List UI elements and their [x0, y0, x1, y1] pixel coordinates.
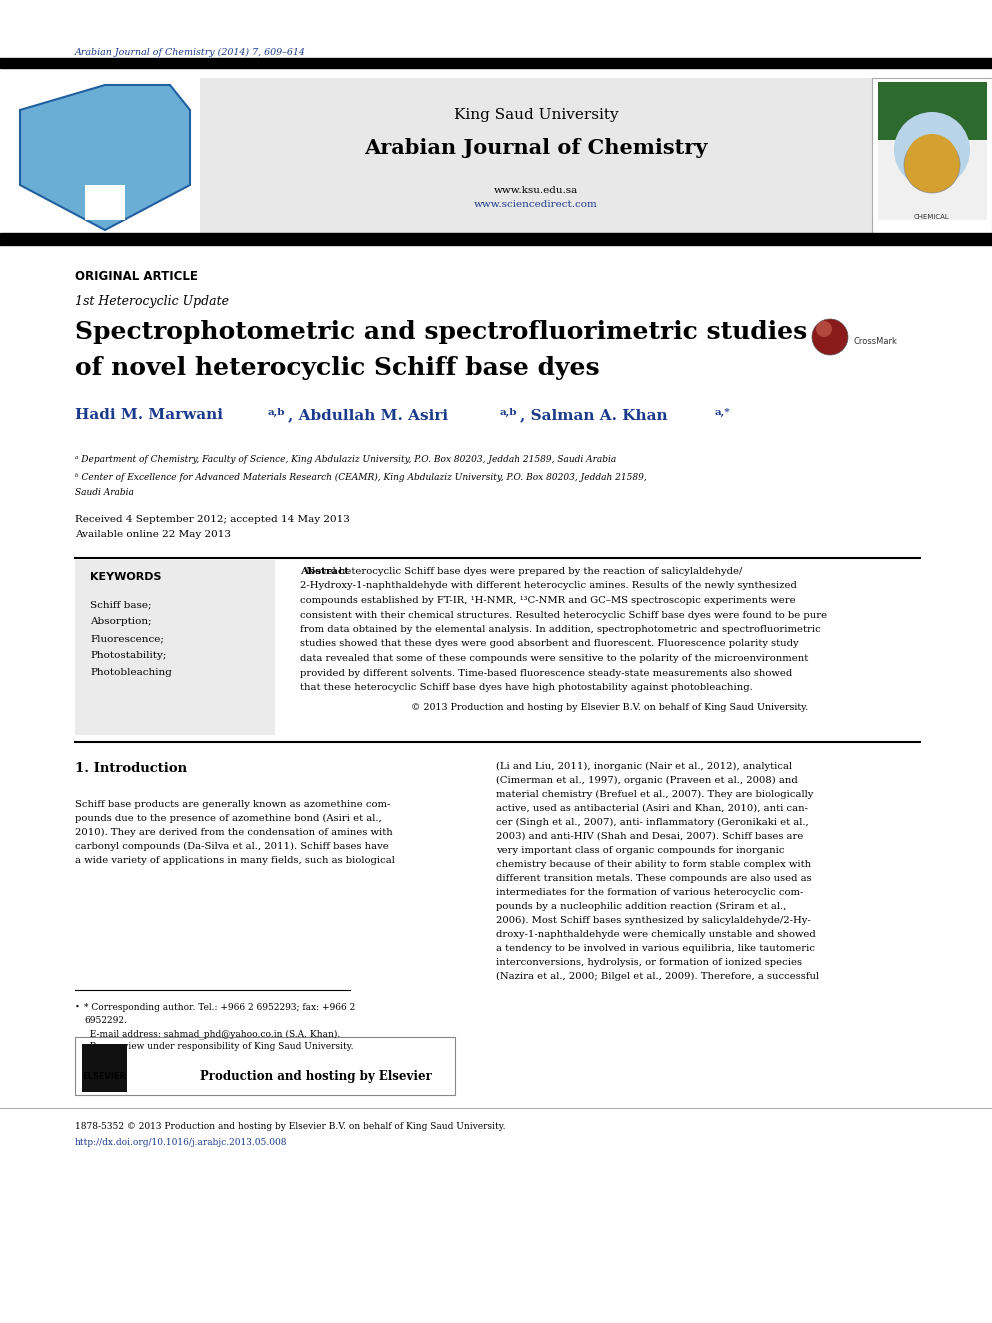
Text: (Li and Liu, 2011), inorganic (Nair et al., 2012), analytical: (Li and Liu, 2011), inorganic (Nair et a…: [496, 762, 793, 771]
Text: pounds due to the presence of azomethine bond (Asiri et al.,: pounds due to the presence of azomethine…: [75, 814, 382, 823]
Text: Spectrophotometric and spectrofluorimetric studies: Spectrophotometric and spectrofluorimetr…: [75, 320, 807, 344]
Text: active, used as antibacterial (Asiri and Khan, 2010), anti can-: active, used as antibacterial (Asiri and…: [496, 804, 808, 814]
Text: droxy-1-naphthaldehyde were chemically unstable and showed: droxy-1-naphthaldehyde were chemically u…: [496, 930, 815, 939]
Text: Peer review under responsibility of King Saud University.: Peer review under responsibility of King…: [84, 1043, 353, 1050]
Text: CrossMark: CrossMark: [853, 336, 897, 345]
Text: pounds by a nucleophilic addition reaction (Sriram et al.,: pounds by a nucleophilic addition reacti…: [496, 902, 787, 912]
Text: 1. Introduction: 1. Introduction: [75, 762, 187, 775]
Text: ORIGINAL ARTICLE: ORIGINAL ARTICLE: [75, 270, 197, 283]
Text: provided by different solvents. Time-based fluorescence steady-state measurement: provided by different solvents. Time-bas…: [300, 668, 793, 677]
Text: very important class of organic compounds for inorganic: very important class of organic compound…: [496, 845, 785, 855]
Text: Photostability;: Photostability;: [90, 651, 167, 660]
Circle shape: [812, 319, 848, 355]
Text: data revealed that some of these compounds were sensitive to the polarity of the: data revealed that some of these compoun…: [300, 654, 808, 663]
Text: a wide variety of applications in many fields, such as biological: a wide variety of applications in many f…: [75, 856, 395, 865]
Text: carbonyl compounds (Da-Silva et al., 2011). Schiff bases have: carbonyl compounds (Da-Silva et al., 201…: [75, 841, 389, 851]
Text: Hadi M. Marwani: Hadi M. Marwani: [75, 407, 223, 422]
Text: different transition metals. These compounds are also used as: different transition metals. These compo…: [496, 875, 811, 882]
Text: material chemistry (Brefuel et al., 2007). They are biologically: material chemistry (Brefuel et al., 2007…: [496, 790, 813, 799]
Text: Schiff base;: Schiff base;: [90, 601, 152, 609]
Text: Received 4 September 2012; accepted 14 May 2013: Received 4 September 2012; accepted 14 M…: [75, 515, 350, 524]
Text: compounds established by FT-IR, ¹H-NMR, ¹³C-NMR and GC–MS spectroscopic experime: compounds established by FT-IR, ¹H-NMR, …: [300, 595, 796, 605]
Text: (Cimerman et al., 1997), organic (Praveen et al., 2008) and: (Cimerman et al., 1997), organic (Pravee…: [496, 777, 798, 785]
Circle shape: [904, 138, 960, 193]
Text: Absorption;: Absorption;: [90, 617, 152, 626]
Polygon shape: [85, 185, 125, 220]
Text: of novel heterocyclic Schiff base dyes: of novel heterocyclic Schiff base dyes: [75, 356, 599, 380]
Text: from data obtained by the elemental analysis. In addition, spectrophotometric an: from data obtained by the elemental anal…: [300, 624, 820, 634]
Text: King Saud University: King Saud University: [453, 108, 618, 122]
Text: 6952292.: 6952292.: [84, 1016, 127, 1025]
Polygon shape: [878, 82, 987, 140]
Text: Photobleaching: Photobleaching: [90, 668, 172, 677]
Text: a,*: a,*: [715, 407, 731, 417]
Text: •: •: [75, 1003, 80, 1011]
Text: Arabian Journal of Chemistry (2014) 7, 609–614: Arabian Journal of Chemistry (2014) 7, 6…: [75, 48, 306, 57]
Text: Available online 22 May 2013: Available online 22 May 2013: [75, 531, 231, 538]
Bar: [0, 58, 992, 67]
Text: ᵃ Department of Chemistry, Faculty of Science, King Abdulaziz University, P.O. B: ᵃ Department of Chemistry, Faculty of Sc…: [75, 455, 616, 464]
Text: www.sciencedirect.com: www.sciencedirect.com: [474, 200, 598, 209]
Text: interconversions, hydrolysis, or formation of ionized species: interconversions, hydrolysis, or formati…: [496, 958, 802, 967]
Circle shape: [906, 134, 958, 187]
Text: ᵇ Center of Excellence for Advanced Materials Research (CEAMR), King Abdulaziz U: ᵇ Center of Excellence for Advanced Mate…: [75, 474, 647, 482]
Bar: [75, 1037, 455, 1095]
Text: E-mail address: sahmad_phd@yahoo.co.in (S.A. Khan).: E-mail address: sahmad_phd@yahoo.co.in (…: [84, 1029, 340, 1039]
Text: cer (Singh et al., 2007), anti- inflammatory (Geronikaki et al.,: cer (Singh et al., 2007), anti- inflamma…: [496, 818, 808, 827]
Text: chemistry because of their ability to form stable complex with: chemistry because of their ability to fo…: [496, 860, 811, 869]
Bar: [200, 78, 872, 235]
Text: intermediates for the formation of various heterocyclic com-: intermediates for the formation of vario…: [496, 888, 804, 897]
Text: Abstract: Abstract: [300, 568, 349, 576]
Text: (Nazira et al., 2000; Bilgel et al., 2009). Therefore, a successful: (Nazira et al., 2000; Bilgel et al., 200…: [496, 972, 819, 982]
Polygon shape: [20, 85, 190, 230]
Bar: [0, 233, 992, 245]
Text: www.ksu.edu.sa: www.ksu.edu.sa: [494, 187, 578, 194]
Bar: [0, 78, 200, 235]
Text: Saudi Arabia: Saudi Arabia: [75, 488, 134, 497]
Text: consistent with their chemical structures. Resulted heterocyclic Schiff base dye: consistent with their chemical structure…: [300, 610, 827, 619]
Text: Schiff base products are generally known as azomethine com-: Schiff base products are generally known…: [75, 800, 391, 808]
Text: , Salman A. Khan: , Salman A. Khan: [520, 407, 668, 422]
Text: a,b: a,b: [268, 407, 286, 417]
Text: 2003) and anti-HIV (Shah and Desai, 2007). Schiff bases are: 2003) and anti-HIV (Shah and Desai, 2007…: [496, 832, 804, 841]
Text: 2006). Most Schiff bases synthesized by salicylaldehyde/2-Hy-: 2006). Most Schiff bases synthesized by …: [496, 916, 810, 925]
Text: KEYWORDS: KEYWORDS: [90, 572, 162, 582]
Bar: [75, 560, 275, 736]
Text: http://dx.doi.org/10.1016/j.arabjc.2013.05.008: http://dx.doi.org/10.1016/j.arabjc.2013.…: [75, 1138, 288, 1147]
Text: 1878-5352 © 2013 Production and hosting by Elsevier B.V. on behalf of King Saud : 1878-5352 © 2013 Production and hosting …: [75, 1122, 506, 1131]
Text: Production and hosting by Elsevier: Production and hosting by Elsevier: [200, 1070, 432, 1084]
Text: CHEMICAL: CHEMICAL: [914, 214, 950, 220]
Text: * Corresponding author. Tel.: +966 2 6952293; fax: +966 2: * Corresponding author. Tel.: +966 2 695…: [84, 1003, 355, 1012]
Text: that these heterocyclic Schiff base dyes have high photostability against photob: that these heterocyclic Schiff base dyes…: [300, 683, 753, 692]
Text: 2010). They are derived from the condensation of amines with: 2010). They are derived from the condens…: [75, 828, 393, 837]
Text: Arabian Journal of Chemistry: Arabian Journal of Chemistry: [364, 138, 707, 157]
Text: 1st Heterocyclic Update: 1st Heterocyclic Update: [75, 295, 229, 308]
Text: © 2013 Production and hosting by Elsevier B.V. on behalf of King Saud University: © 2013 Production and hosting by Elsevie…: [412, 703, 808, 712]
Text: ELSEVIER: ELSEVIER: [82, 1072, 126, 1081]
Circle shape: [894, 112, 970, 188]
Text: a,b: a,b: [500, 407, 518, 417]
Text: Novel heterocyclic Schiff base dyes were prepared by the reaction of salicylalde: Novel heterocyclic Schiff base dyes were…: [300, 568, 742, 576]
Polygon shape: [878, 82, 987, 220]
Bar: [82, 1044, 127, 1091]
Bar: [872, 78, 992, 235]
Text: studies showed that these dyes were good absorbent and fluorescent. Fluorescence: studies showed that these dyes were good…: [300, 639, 799, 648]
Text: , Abdullah M. Asiri: , Abdullah M. Asiri: [288, 407, 448, 422]
Text: Fluorescence;: Fluorescence;: [90, 634, 164, 643]
Circle shape: [816, 321, 832, 337]
Text: a tendency to be involved in various equilibria, like tautomeric: a tendency to be involved in various equ…: [496, 945, 815, 953]
Text: 2-Hydroxy-1-naphthaldehyde with different heterocyclic amines. Results of the ne: 2-Hydroxy-1-naphthaldehyde with differen…: [300, 582, 797, 590]
